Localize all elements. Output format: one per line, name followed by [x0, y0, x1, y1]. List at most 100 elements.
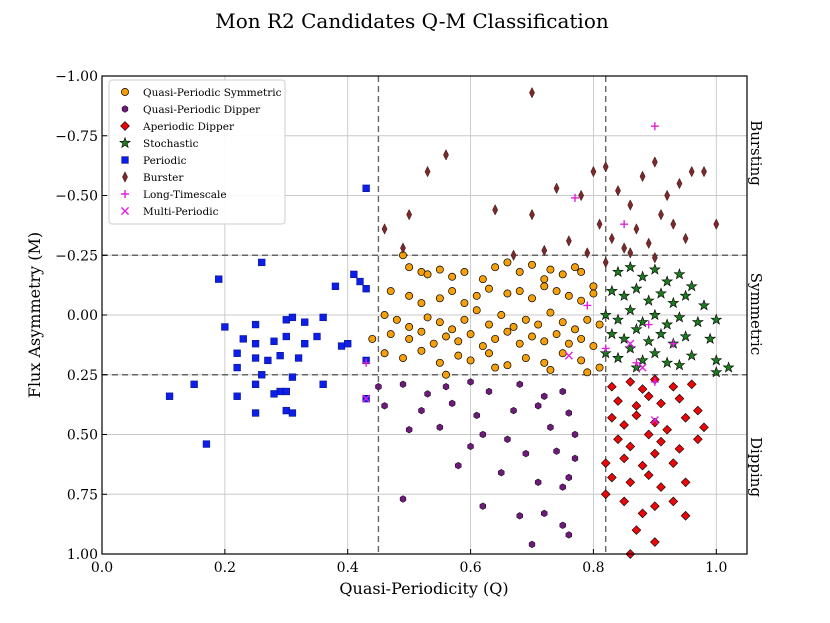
- point-stochastic-13: [679, 289, 692, 301]
- point-quasi-periodic-dipper-23: [522, 449, 530, 458]
- point-quasi-periodic-symmetric-32: [577, 296, 586, 305]
- point-quasi-periodic-symmetric-59: [478, 342, 487, 351]
- point-periodic-16: [282, 332, 290, 341]
- point-quasi-periodic-symmetric-34: [380, 311, 389, 319]
- legend-marker-burster: [122, 171, 128, 183]
- point-quasi-periodic-symmetric-6: [460, 268, 469, 276]
- point-stochastic-33: [612, 351, 624, 364]
- point-periodic-39: [288, 409, 297, 417]
- point-aperiodic-dipper-30: [607, 472, 617, 483]
- point-quasi-periodic-dipper-10: [418, 406, 425, 415]
- point-burster-22: [688, 165, 695, 178]
- legend-marker-quasi-periodic-dipper: [121, 105, 129, 113]
- y-tick-label-4: 0.00: [67, 308, 98, 324]
- point-periodic-14: [251, 340, 260, 348]
- point-burster-16: [615, 184, 621, 197]
- point-stochastic-0: [612, 265, 624, 278]
- point-quasi-periodic-symmetric-1: [405, 263, 414, 272]
- legend-marker-stochastic: [119, 136, 131, 149]
- legend: Quasi-Periodic Symmetric Quasi-Periodic D…: [108, 79, 286, 225]
- point-quasi-periodic-symmetric-44: [509, 323, 518, 331]
- point-quasi-periodic-dipper-25: [571, 454, 579, 463]
- point-quasi-periodic-dipper-17: [436, 423, 444, 431]
- point-stochastic-18: [636, 315, 649, 328]
- point-quasi-periodic-symmetric-48: [558, 318, 567, 327]
- point-aperiodic-dipper-10: [674, 393, 685, 404]
- point-quasi-periodic-symmetric-43: [497, 311, 506, 319]
- point-quasi-periodic-symmetric-83: [583, 368, 592, 377]
- point-aperiodic-dipper-4: [668, 381, 679, 392]
- point-quasi-periodic-symmetric-84: [442, 370, 450, 379]
- point-quasi-periodic-dipper-35: [559, 521, 566, 529]
- point-quasi-periodic-symmetric-60: [491, 334, 500, 343]
- point-periodic-32: [251, 380, 260, 388]
- point-quasi-periodic-dipper-24: [553, 447, 560, 455]
- point-periodic-9: [282, 316, 290, 324]
- point-aperiodic-dipper-23: [674, 444, 685, 454]
- point-periodic-30: [319, 380, 327, 388]
- point-quasi-periodic-symmetric-40: [460, 315, 469, 324]
- point-stochastic-23: [710, 313, 723, 325]
- point-periodic-5: [331, 282, 340, 290]
- point-quasi-periodic-symmetric-7: [478, 275, 487, 284]
- y-tick-label-1: −0.75: [55, 129, 98, 145]
- legend-label-quasi-periodic-dipper: Quasi-Periodic Dipper: [143, 104, 261, 116]
- data-points: [165, 86, 735, 559]
- point-aperiodic-dipper-1: [625, 377, 636, 387]
- point-stochastic-39: [710, 354, 723, 366]
- point-stochastic-19: [648, 308, 661, 321]
- legend-label-aperiodic-dipper: Aperiodic Dipper: [142, 121, 235, 133]
- x-tick-label-1: 0.2: [214, 560, 236, 576]
- point-burster-4: [381, 223, 388, 235]
- point-periodic-18: [313, 332, 321, 341]
- point-stochastic-15: [599, 308, 612, 321]
- point-quasi-periodic-symmetric-75: [466, 356, 475, 365]
- point-burster-28: [633, 223, 640, 235]
- point-quasi-periodic-symmetric-80: [558, 349, 567, 358]
- y-tick-label-5: 0.25: [67, 368, 98, 384]
- point-quasi-periodic-symmetric-20: [417, 299, 426, 307]
- point-burster-31: [670, 218, 677, 230]
- point-quasi-periodic-symmetric-54: [417, 327, 426, 336]
- point-quasi-periodic-symmetric-10: [515, 268, 524, 276]
- point-long-timescale-8: [650, 377, 659, 386]
- point-aperiodic-dipper-13: [619, 420, 629, 430]
- point-quasi-periodic-symmetric-62: [515, 339, 524, 348]
- point-quasi-periodic-symmetric-23: [460, 299, 469, 307]
- point-quasi-periodic-dipper-3: [442, 383, 450, 391]
- series-stochastic: [599, 260, 735, 378]
- point-periodic-10: [288, 313, 297, 322]
- point-stochastic-32: [599, 346, 612, 359]
- point-aperiodic-dipper-24: [693, 434, 703, 445]
- point-stochastic-25: [618, 332, 631, 345]
- point-burster-10: [590, 165, 597, 178]
- point-quasi-periodic-symmetric-53: [405, 334, 414, 343]
- point-aperiodic-dipper-0: [607, 381, 617, 392]
- point-quasi-periodic-symmetric-68: [589, 342, 598, 351]
- x-tick-label-5: 1.0: [705, 560, 727, 576]
- point-burster-0: [529, 86, 535, 99]
- point-quasi-periodic-symmetric-37: [423, 313, 432, 322]
- legend-label-burster: Burster: [143, 172, 184, 184]
- point-quasi-periodic-symmetric-46: [534, 320, 543, 329]
- legend-marker-multi-periodic: [120, 206, 130, 216]
- point-periodic-17: [301, 340, 309, 348]
- point-stochastic-36: [648, 346, 661, 359]
- point-quasi-periodic-symmetric-71: [399, 354, 407, 362]
- y-tick-label-0: −1.00: [55, 69, 98, 85]
- legend-marker-quasi-periodic-symmetric: [121, 88, 129, 96]
- series-quasi-periodic-dipper: [375, 378, 579, 549]
- legend-marker-long-timescale: [121, 190, 129, 198]
- point-quasi-periodic-dipper-32: [479, 502, 487, 510]
- x-tick-label-2: 0.4: [337, 560, 359, 576]
- chart-title: Mon R2 Candidates Q-M Classification: [215, 9, 609, 33]
- series-long-timescale: [362, 122, 678, 386]
- point-quasi-periodic-symmetric-81: [577, 356, 586, 365]
- point-quasi-periodic-symmetric-35: [392, 315, 401, 324]
- y-tick-label-7: 0.75: [67, 487, 98, 503]
- point-burster-33: [602, 256, 609, 269]
- point-periodic-6: [362, 285, 370, 293]
- point-stochastic-41: [710, 366, 723, 378]
- point-quasi-periodic-symmetric-4: [435, 265, 444, 274]
